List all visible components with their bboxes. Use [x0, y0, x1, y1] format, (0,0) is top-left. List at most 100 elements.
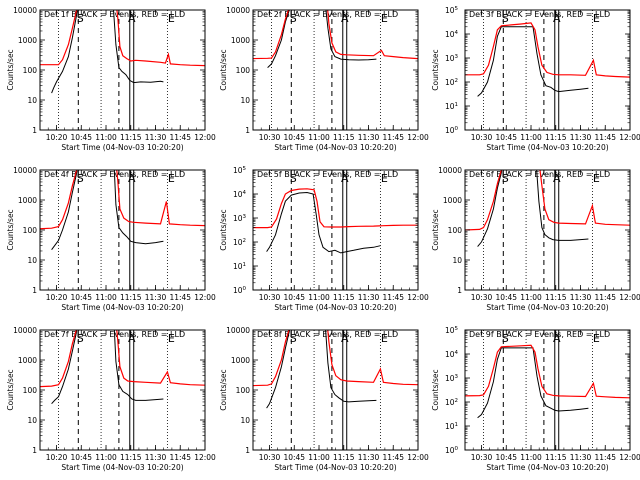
x-tick-label: 11:00 — [520, 293, 542, 302]
events-series-line — [266, 191, 381, 254]
x-tick-label: 10:45 — [283, 453, 305, 462]
lld-series-line — [465, 22, 630, 78]
x-tick-label: 12:00 — [407, 293, 429, 302]
y-tick-label: 1000 — [18, 36, 37, 45]
x-tick-label: 11:45 — [382, 133, 404, 142]
y-tick-label: 1 — [32, 286, 37, 295]
y-axis-title: Counts/sec — [431, 369, 440, 410]
x-tick-label: 11:15 — [545, 453, 567, 462]
events-series-line — [267, 10, 377, 68]
x-tick-label: 11:00 — [308, 293, 330, 302]
x-tick-label: 11:45 — [382, 453, 404, 462]
y-tick-label: 102 — [445, 398, 458, 407]
x-tick-label: 12:00 — [194, 453, 216, 462]
marker-label: S — [77, 332, 84, 345]
x-tick-label: 11:15 — [120, 453, 142, 462]
x-axis-title: Start Time (04-Nov-03 10:20:20) — [486, 303, 608, 312]
y-tick-label: 103 — [445, 54, 459, 63]
x-tick-label: 10:30 — [471, 293, 493, 302]
x-tick-label: 11:00 — [95, 453, 117, 462]
marker-label: A — [341, 172, 349, 185]
y-tick-label: 100 — [23, 226, 38, 235]
panel-title: Det 8f BLACK = Events, RED = LLD — [257, 330, 398, 339]
x-tick-label: 10:30 — [259, 453, 281, 462]
events-series-line — [477, 170, 589, 247]
x-tick-label: 10:45 — [495, 293, 517, 302]
marker-label: E — [381, 332, 388, 345]
x-tick-label: 11:30 — [570, 293, 592, 302]
x-tick-label: 11:30 — [145, 453, 167, 462]
marker-label: A — [128, 12, 136, 25]
x-axis-title: Start Time (04-Nov-03 10:20:20) — [486, 143, 608, 152]
lld-series-line — [253, 10, 418, 60]
y-tick-label: 10000 — [13, 166, 37, 175]
y-tick-label: 104 — [445, 350, 459, 359]
marker-label: S — [77, 12, 84, 25]
plot-frame — [252, 169, 419, 291]
x-tick-label: 10:45 — [283, 133, 305, 142]
marker-label: S — [502, 172, 509, 185]
marker-label: A — [341, 332, 349, 345]
marker-label: E — [168, 332, 175, 345]
x-tick-label: 11:45 — [594, 293, 616, 302]
y-axis-title: Counts/sec — [431, 209, 440, 250]
y-tick-label: 10000 — [226, 326, 250, 335]
marker-label: A — [553, 332, 561, 345]
y-tick-label: 10 — [240, 416, 250, 425]
x-tick-label: 11:30 — [358, 133, 380, 142]
panel-title: Det 6f BLACK = Events, RED = LLD — [469, 170, 610, 179]
x-tick-label: 12:00 — [194, 293, 216, 302]
y-tick-label: 100 — [236, 386, 251, 395]
x-axis-title: Start Time (04-Nov-03 10:20:20) — [61, 143, 183, 152]
y-axis-title: Counts/sec — [6, 209, 15, 250]
y-tick-label: 10000 — [438, 166, 462, 175]
x-tick-label: 11:15 — [333, 293, 355, 302]
x-tick-label: 12:00 — [194, 133, 216, 142]
x-tick-label: 11:45 — [382, 293, 404, 302]
events-series-line — [51, 170, 164, 250]
lld-series-line — [40, 10, 205, 67]
y-axis-title: Counts/sec — [6, 49, 15, 90]
plot-frame — [464, 329, 631, 451]
marker-label: S — [502, 332, 509, 345]
events-series-line — [266, 330, 377, 409]
x-tick-label: 11:45 — [169, 133, 191, 142]
panel-title: Det 5f BLACK = Events, RED = LLD — [257, 170, 398, 179]
y-tick-label: 103 — [233, 214, 247, 223]
x-tick-label: 10:30 — [259, 133, 281, 142]
x-tick-label: 11:45 — [594, 453, 616, 462]
x-tick-label: 11:00 — [308, 453, 330, 462]
y-tick-label: 105 — [233, 166, 247, 175]
y-tick-label: 1 — [32, 446, 37, 455]
y-tick-label: 103 — [445, 374, 459, 383]
y-tick-label: 100 — [233, 286, 247, 295]
marker-label: A — [128, 172, 136, 185]
marker-label: S — [290, 332, 297, 345]
x-tick-label: 11:15 — [333, 133, 355, 142]
x-tick-label: 10:45 — [70, 293, 92, 302]
y-tick-label: 100 — [445, 126, 459, 135]
y-tick-label: 10 — [240, 96, 250, 105]
plot-frame — [464, 9, 631, 131]
panel-title: Det 3f BLACK = Events, RED = LLD — [469, 10, 610, 19]
x-tick-label: 12:00 — [407, 133, 429, 142]
y-tick-label: 10 — [27, 416, 37, 425]
y-tick-label: 104 — [445, 30, 459, 39]
x-tick-label: 10:45 — [283, 293, 305, 302]
y-tick-label: 1000 — [231, 36, 250, 45]
plot-frame — [464, 169, 631, 291]
lld-series-line — [253, 188, 418, 229]
events-series-line — [477, 26, 589, 97]
y-tick-label: 10000 — [226, 6, 250, 15]
panel-title: Det 1f BLACK = Events, RED = LLD — [44, 10, 185, 19]
y-tick-label: 101 — [233, 262, 246, 271]
marker-label: E — [593, 332, 600, 345]
x-tick-label: 12:00 — [619, 133, 640, 142]
marker-label: S — [502, 12, 509, 25]
plot-frame — [39, 9, 206, 131]
y-tick-label: 1 — [457, 286, 462, 295]
